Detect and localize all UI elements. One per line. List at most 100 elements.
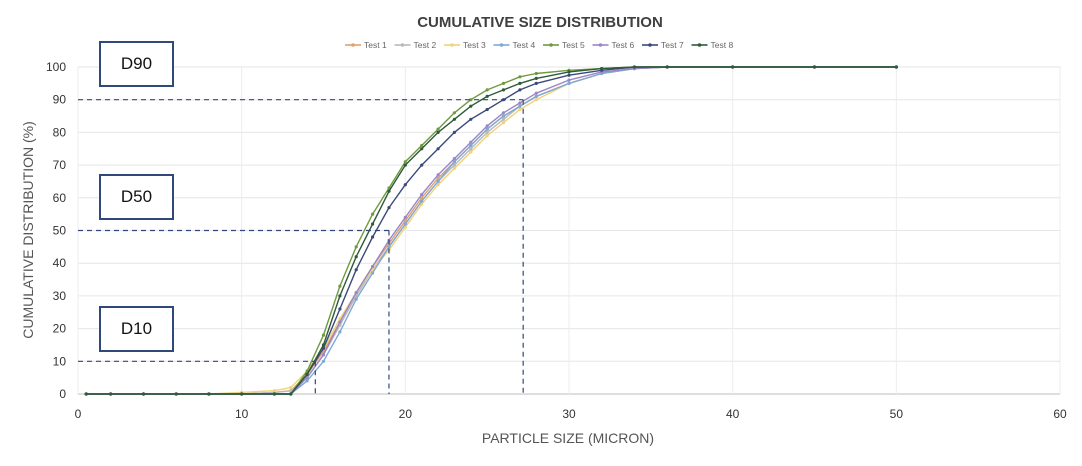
- y-axis-ticks: 0 10 20 30 40 50 60 70 80 90 100: [46, 60, 66, 401]
- data-point: [403, 219, 407, 223]
- data-point: [272, 389, 276, 393]
- data-point: [354, 255, 358, 259]
- data-point: [485, 134, 489, 138]
- data-point: [420, 147, 424, 151]
- data-point: [354, 297, 358, 301]
- data-point: [452, 117, 456, 121]
- data-point: [174, 392, 178, 396]
- x-axis-label: PARTICLE SIZE (MICRON): [482, 430, 654, 446]
- data-point: [321, 353, 326, 357]
- data-point: [567, 73, 571, 77]
- legend-label: Test 3: [463, 40, 486, 50]
- data-point: [485, 124, 489, 128]
- data-point: [436, 127, 440, 131]
- legend-marker: [351, 43, 355, 47]
- y-tick-label: 20: [53, 322, 67, 336]
- data-point: [240, 392, 244, 396]
- data-point: [272, 392, 276, 396]
- data-point: [485, 107, 489, 112]
- x-tick-label: 50: [890, 407, 904, 421]
- data-point: [567, 81, 571, 85]
- legend-marker: [697, 43, 702, 47]
- data-point: [469, 104, 473, 108]
- data-point: [469, 98, 473, 102]
- data-point: [469, 150, 473, 154]
- data-point: [420, 143, 424, 148]
- data-point: [534, 98, 538, 102]
- data-point: [731, 65, 735, 69]
- legend-marker: [598, 43, 603, 47]
- y-tick-label: 100: [46, 60, 66, 74]
- x-tick-label: 10: [235, 407, 249, 421]
- data-point: [109, 392, 113, 396]
- legend-marker: [549, 43, 553, 47]
- data-point: [436, 176, 440, 180]
- y-tick-label: 30: [53, 289, 67, 303]
- data-point: [371, 264, 375, 269]
- data-point: [289, 385, 293, 390]
- legend-marker: [648, 43, 652, 47]
- data-point: [665, 65, 669, 69]
- y-tick-label: 70: [53, 158, 67, 172]
- data-point: [452, 130, 456, 134]
- series-8: [84, 65, 898, 396]
- series-line: [86, 66, 897, 395]
- data-point: [436, 147, 440, 151]
- data-point: [354, 268, 358, 272]
- data-point: [84, 392, 88, 396]
- y-tick-label: 90: [53, 93, 67, 107]
- data-point: [387, 206, 391, 210]
- data-point: [501, 111, 506, 115]
- x-tick-label: 0: [75, 407, 82, 421]
- d50-label: D50: [120, 187, 153, 206]
- x-tick-label: 40: [726, 407, 740, 421]
- data-point: [452, 163, 456, 167]
- reference-lines: [78, 99, 524, 394]
- data-point: [534, 71, 538, 76]
- data-point: [321, 359, 326, 363]
- data-point: [338, 320, 342, 324]
- data-point: [387, 189, 391, 193]
- d10-label: D10: [120, 319, 153, 338]
- data-point: [534, 81, 538, 85]
- data-point: [354, 291, 358, 295]
- legend-label: Test 5: [562, 40, 585, 50]
- data-point: [371, 235, 375, 239]
- data-point: [371, 271, 375, 275]
- data-point: [469, 147, 473, 151]
- data-point: [403, 215, 407, 219]
- data-point: [469, 117, 473, 121]
- legend-label: Test 1: [364, 40, 387, 50]
- data-point: [452, 157, 456, 161]
- data-point: [436, 183, 440, 187]
- data-point: [600, 67, 604, 71]
- data-point: [338, 307, 342, 311]
- d90-label: D90: [120, 54, 153, 73]
- y-tick-label: 50: [53, 224, 67, 238]
- data-point: [518, 88, 522, 92]
- data-point: [469, 140, 473, 144]
- data-point: [321, 333, 326, 337]
- legend-marker: [450, 43, 454, 47]
- data-point: [567, 78, 571, 82]
- series-group: [84, 65, 898, 396]
- d90-label-box: D90: [99, 41, 174, 87]
- legend-label: Test 2: [414, 40, 437, 50]
- legend-label: Test 6: [612, 40, 635, 50]
- data-point: [501, 121, 506, 125]
- x-tick-label: 20: [399, 407, 413, 421]
- data-point: [436, 179, 440, 183]
- data-point: [420, 196, 424, 200]
- legend-label: Test 8: [711, 40, 734, 50]
- data-point: [452, 111, 456, 115]
- data-point: [338, 330, 342, 334]
- data-point: [485, 94, 489, 98]
- data-point: [371, 212, 375, 216]
- data-point: [485, 127, 489, 131]
- data-point: [289, 392, 293, 396]
- data-point: [403, 160, 407, 164]
- data-point: [534, 94, 538, 98]
- y-tick-label: 40: [53, 256, 67, 270]
- chart-title: CUMULATIVE SIZE DISTRIBUTION: [417, 14, 663, 31]
